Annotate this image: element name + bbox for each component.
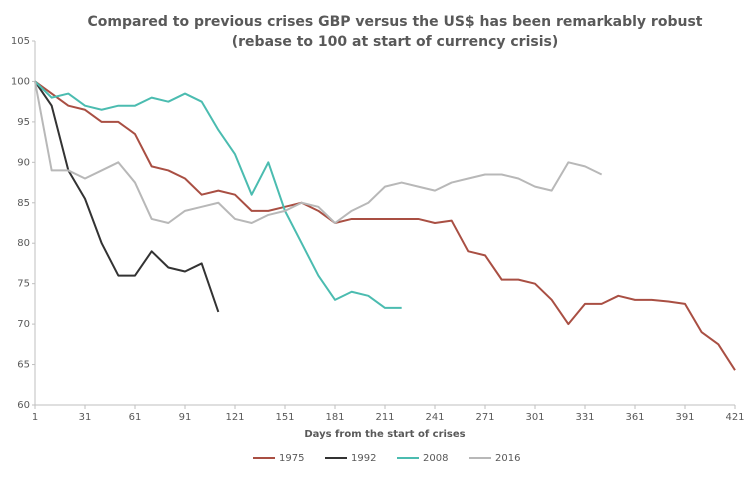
- chart-title: Compared to previous crises GBP versus t…: [88, 14, 703, 30]
- x-tick-label: 121: [225, 412, 244, 423]
- x-tick-label: 331: [575, 412, 594, 423]
- y-tick-label: 85: [17, 198, 30, 209]
- legend-label: 1975: [279, 453, 304, 464]
- x-tick-label: 391: [675, 412, 694, 423]
- legend-label: 2016: [495, 453, 520, 464]
- y-tick-label: 75: [17, 279, 30, 290]
- series-line: [34, 80, 220, 313]
- x-tick-label: 91: [179, 412, 192, 423]
- legend-label: 2008: [423, 453, 448, 464]
- chart-subtitle: (rebase to 100 at start of currency cris…: [232, 34, 559, 50]
- x-tick-label: 61: [129, 412, 142, 423]
- legend-label: 1992: [351, 453, 376, 464]
- y-tick-label: 90: [17, 157, 30, 168]
- y-tick-label: 100: [11, 76, 30, 87]
- x-tick-label: 211: [375, 412, 394, 423]
- x-tick-label: 1: [32, 412, 38, 423]
- x-tick-label: 151: [275, 412, 294, 423]
- x-tick-label: 31: [79, 412, 92, 423]
- x-tick-label: 181: [325, 412, 344, 423]
- x-tick-label: 421: [725, 412, 744, 423]
- series-line: [34, 80, 402, 309]
- x-axis-label: Days from the start of crises: [304, 429, 465, 440]
- y-tick-label: 80: [17, 238, 30, 249]
- y-tick-label: 60: [17, 400, 30, 411]
- x-tick-label: 271: [475, 412, 494, 423]
- y-tick-label: 95: [17, 117, 30, 128]
- x-tick-label: 241: [425, 412, 444, 423]
- series-line: [34, 80, 736, 371]
- y-tick-label: 70: [17, 319, 30, 330]
- y-tick-label: 65: [17, 360, 30, 371]
- series-line: [34, 81, 603, 224]
- x-tick-label: 361: [625, 412, 644, 423]
- x-tick-label: 301: [525, 412, 544, 423]
- y-tick-label: 105: [11, 36, 30, 47]
